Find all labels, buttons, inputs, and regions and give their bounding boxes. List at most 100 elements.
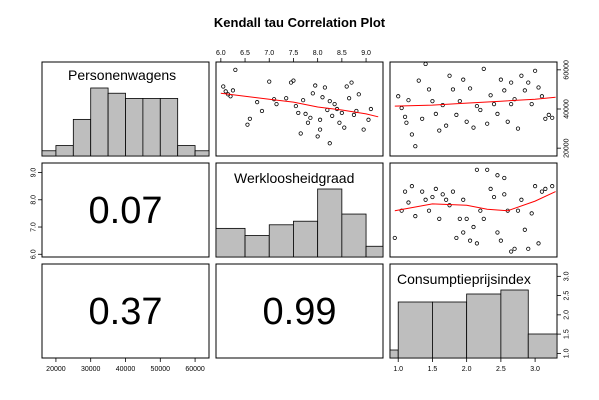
top-axis-werkloosheidgraad-tick-label: 6.0	[216, 50, 226, 57]
right-axis-personenwagens-tick-label: 60000	[564, 60, 571, 80]
scatter-point	[447, 203, 452, 208]
scatter-point	[332, 102, 337, 107]
histogram-bar	[397, 301, 433, 359]
scatter-point	[291, 78, 296, 83]
scatter-point	[529, 211, 534, 216]
top-axis-werkloosheidgraad-tick-label: 6.5	[240, 50, 250, 57]
histogram-bar	[432, 301, 468, 359]
bottom-axis-consumptieprijsindex-tick-label: 1.0	[393, 366, 403, 373]
smooth-line	[394, 191, 556, 212]
left-axis-werkloosheidgraad-tick-label: 8.0	[31, 195, 38, 205]
correlation-value-3-1: 0.37	[89, 291, 163, 333]
scatter-point	[509, 102, 514, 107]
scatter-point	[450, 189, 456, 194]
histogram-bar	[466, 293, 502, 359]
scatter-point	[337, 120, 342, 125]
scatter-point	[361, 127, 366, 132]
right-axis-consumptieprijsindex-tick-label: 2.5	[564, 291, 571, 301]
histogram-bar	[527, 333, 558, 359]
scatter-point	[368, 106, 373, 112]
scatter-point	[223, 89, 228, 94]
scatter-point	[467, 238, 473, 243]
histogram-bar	[72, 118, 92, 157]
scatter-point	[420, 189, 425, 194]
smooth-line	[220, 92, 379, 118]
scatter-point	[454, 235, 459, 241]
scatter-point	[245, 122, 250, 127]
scatter-point	[495, 111, 500, 116]
scatter-point	[317, 117, 323, 122]
scatter-point	[315, 134, 320, 139]
scatter-point	[502, 175, 507, 181]
scatter-point	[515, 126, 521, 131]
scatter-point	[461, 77, 466, 82]
scatter-point	[342, 125, 347, 130]
smooth-line	[394, 96, 556, 107]
scatter-point	[301, 98, 306, 103]
scatter-point	[454, 112, 459, 117]
bottom-axis-consumptieprijsindex-tick-label: 1.5	[428, 366, 438, 373]
scatter-point	[474, 103, 480, 109]
scatter-point	[423, 61, 428, 67]
scatter-point	[406, 200, 411, 205]
scatter-point	[522, 88, 527, 93]
scatter-point	[322, 85, 328, 90]
left-axis-werkloosheidgraad-tick-label: 9.0	[31, 168, 38, 178]
scatter-point	[495, 173, 500, 178]
scatter-point	[467, 86, 473, 91]
scatter-point	[433, 111, 438, 116]
scatter-point	[485, 167, 490, 172]
variable-label-3: Consumptieprijsindex	[397, 271, 531, 287]
scatter-point	[481, 66, 486, 71]
scatter-point	[491, 194, 497, 200]
scatter-point	[444, 197, 449, 202]
histogram-bar	[177, 145, 196, 157]
scatter-point	[420, 116, 425, 121]
scatter-point	[308, 115, 313, 120]
scatter-point	[233, 67, 238, 72]
top-axis-werkloosheidgraad-tick-label: 7.5	[289, 50, 299, 57]
variable-label-1: Personenwagens	[68, 67, 176, 83]
scatter-point	[402, 114, 408, 119]
right-axis-consumptieprijsindex-tick-label: 1.0	[564, 348, 571, 358]
top-axis-werkloosheidgraad-tick-label: 8.0	[313, 50, 323, 57]
scatter-point	[450, 87, 456, 92]
scatter-point	[409, 184, 415, 189]
scatter-point	[471, 125, 476, 130]
top-axis-werkloosheidgraad-tick-label: 8.5	[337, 50, 347, 57]
scatter-point	[522, 227, 527, 232]
right-axis-personenwagens-tick-label: 40000	[564, 99, 571, 119]
scatter-point	[488, 93, 493, 98]
panel-frame-2-3	[389, 162, 558, 258]
right-axis-consumptieprijsindex-tick-label: 1.5	[564, 329, 571, 339]
variable-label-2: Werkloosheidgraad	[234, 170, 354, 186]
scatter-point	[409, 132, 415, 137]
panel-frame-1-3	[389, 61, 558, 157]
bottom-axis-consumptieprijsindex-tick-label: 2.5	[496, 366, 506, 373]
scatter-point	[396, 94, 401, 99]
scatter-point	[457, 99, 462, 104]
scatter-point	[274, 102, 279, 107]
scatter-point	[502, 192, 507, 197]
histogram-bar	[125, 98, 144, 157]
scatter-point	[509, 249, 514, 254]
scatter-point	[539, 94, 545, 99]
scatter-point	[416, 78, 421, 83]
bottom-axis-personenwagens-tick-label: 50000	[151, 366, 171, 373]
scatter-point	[457, 216, 462, 221]
scatter-point	[230, 88, 236, 93]
scatter-point	[444, 123, 449, 128]
scatter-point	[402, 189, 408, 194]
scatter-point	[267, 79, 272, 84]
scatter-point	[298, 131, 303, 136]
histogram-bar	[41, 150, 57, 157]
scatter-point	[339, 110, 344, 116]
scatter-point	[464, 216, 469, 221]
scatter-point	[529, 102, 534, 107]
scatter-point	[423, 197, 428, 202]
right-axis-personenwagens-tick-label: 20000	[564, 138, 571, 158]
scatter-point	[495, 230, 500, 235]
scatter-point	[532, 68, 538, 73]
right-axis-consumptieprijsindex-tick-label: 3.0	[564, 271, 571, 281]
scatter-point	[550, 115, 555, 120]
